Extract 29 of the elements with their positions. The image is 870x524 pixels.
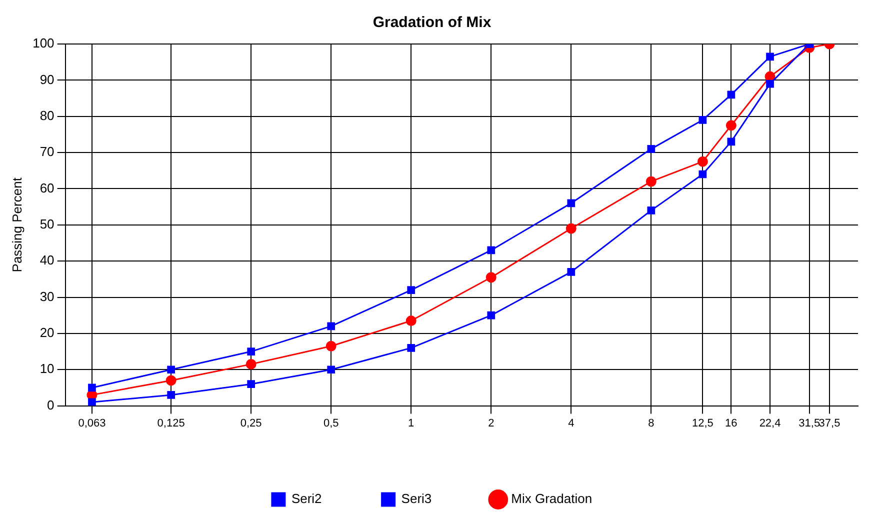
y-tick-label: 70 bbox=[40, 144, 54, 160]
y-tick-label: 90 bbox=[40, 72, 54, 87]
x-tick-label: 37,5 bbox=[818, 417, 840, 430]
legend-label: Seri2 bbox=[291, 491, 322, 506]
chart-title: Gradation of Mix bbox=[372, 14, 492, 32]
x-tick-label: 12,5 bbox=[692, 417, 714, 430]
y-tick-label: 0 bbox=[47, 397, 54, 412]
x-tick-label: 0,25 bbox=[240, 417, 262, 430]
x-tick-label: 0,125 bbox=[157, 417, 185, 430]
x-tick-label: 22,4 bbox=[759, 417, 781, 430]
y-tick-label: 50 bbox=[40, 216, 54, 232]
x-tick-label: 31,5 bbox=[798, 417, 820, 430]
y-tick-label: 100 bbox=[32, 36, 54, 51]
legend-label: Mix Gradation bbox=[511, 491, 592, 506]
y-tick-label: 40 bbox=[40, 252, 54, 268]
x-tick-label: 1 bbox=[408, 417, 414, 430]
x-tick-label: 8 bbox=[648, 417, 654, 430]
x-tick-label: 0,063 bbox=[78, 417, 106, 430]
y-tick-label: 10 bbox=[40, 361, 54, 376]
y-tick-label: 80 bbox=[40, 108, 54, 123]
y-tick-label: 60 bbox=[40, 180, 54, 196]
y-axis-title: Passing Percent bbox=[9, 177, 24, 272]
x-tick-label: 0,5 bbox=[323, 417, 339, 430]
x-tick-label: 16 bbox=[725, 417, 738, 430]
y-tick-label: 30 bbox=[40, 288, 54, 304]
x-tick-label: 2 bbox=[488, 417, 494, 430]
x-tick-label: 4 bbox=[568, 417, 574, 430]
y-tick-label: 20 bbox=[40, 325, 54, 340]
legend-label: Seri3 bbox=[401, 491, 432, 506]
